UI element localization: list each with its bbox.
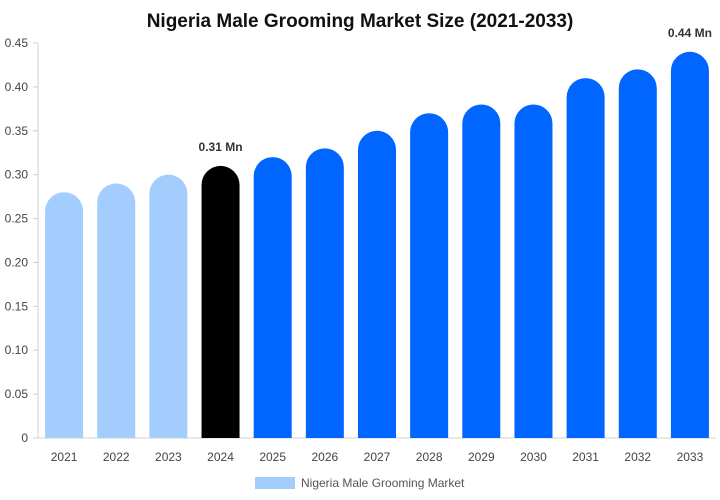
y-tick-label: 0 bbox=[21, 431, 28, 445]
y-tick-label: 0.45 bbox=[5, 36, 29, 50]
y-axis: 0 0.05 0.10 0.15 0.20 0.25 0.30 0.35 0.40 0.45 bbox=[5, 36, 39, 445]
y-tick-label: 0.30 bbox=[5, 168, 29, 182]
bars-group bbox=[45, 51, 709, 439]
x-tick-label: 2027 bbox=[364, 450, 391, 464]
x-tick-label: 2022 bbox=[103, 450, 130, 464]
bar[interactable] bbox=[358, 130, 396, 438]
x-tick-label: 2026 bbox=[311, 450, 338, 464]
legend-label: Nigeria Male Grooming Market bbox=[301, 476, 465, 490]
y-tick-label: 0.10 bbox=[5, 343, 29, 357]
data-label: 0.31 Mn bbox=[199, 140, 243, 154]
x-tick-label: 2029 bbox=[468, 450, 495, 464]
bar[interactable] bbox=[201, 165, 240, 438]
bar[interactable] bbox=[97, 183, 136, 438]
bar[interactable] bbox=[410, 113, 449, 439]
x-axis: 2021 2022 2023 2024 2025 2026 2027 2028 2029 2030… bbox=[38, 437, 716, 464]
data-label: 0.44 Mn bbox=[668, 26, 712, 40]
y-tick-label: 0.40 bbox=[5, 80, 29, 94]
y-tick-label: 0.20 bbox=[5, 255, 29, 269]
x-tick-label: 2024 bbox=[207, 450, 234, 464]
x-tick-label: 2021 bbox=[51, 450, 78, 464]
bar[interactable] bbox=[305, 148, 344, 439]
legend-swatch bbox=[255, 477, 295, 489]
x-tick-label: 2023 bbox=[155, 450, 182, 464]
bar[interactable] bbox=[149, 174, 188, 438]
y-tick-label: 0.15 bbox=[5, 299, 29, 313]
x-tick-label: 2032 bbox=[624, 450, 651, 464]
x-tick-label: 2031 bbox=[572, 450, 599, 464]
bar[interactable] bbox=[670, 51, 709, 439]
data-labels-group: 0.31 Mn 0.44 Mn bbox=[199, 26, 712, 154]
bar[interactable] bbox=[462, 104, 501, 438]
bar[interactable] bbox=[618, 69, 657, 438]
x-tick-label: 2025 bbox=[259, 450, 286, 464]
x-tick-label: 2030 bbox=[520, 450, 547, 464]
x-tick-label: 2033 bbox=[677, 450, 704, 464]
x-tick-label: 2028 bbox=[416, 450, 443, 464]
bar[interactable] bbox=[514, 104, 553, 438]
chart-title: Nigeria Male Grooming Market Size (2021-… bbox=[147, 11, 574, 32]
bar[interactable] bbox=[566, 78, 605, 438]
legend[interactable]: Nigeria Male Grooming Market bbox=[255, 476, 465, 490]
bar[interactable] bbox=[253, 157, 292, 439]
y-tick-label: 0.05 bbox=[5, 387, 29, 401]
bar[interactable] bbox=[45, 192, 84, 438]
y-tick-label: 0.25 bbox=[5, 212, 29, 226]
y-tick-label: 0.35 bbox=[5, 124, 29, 138]
